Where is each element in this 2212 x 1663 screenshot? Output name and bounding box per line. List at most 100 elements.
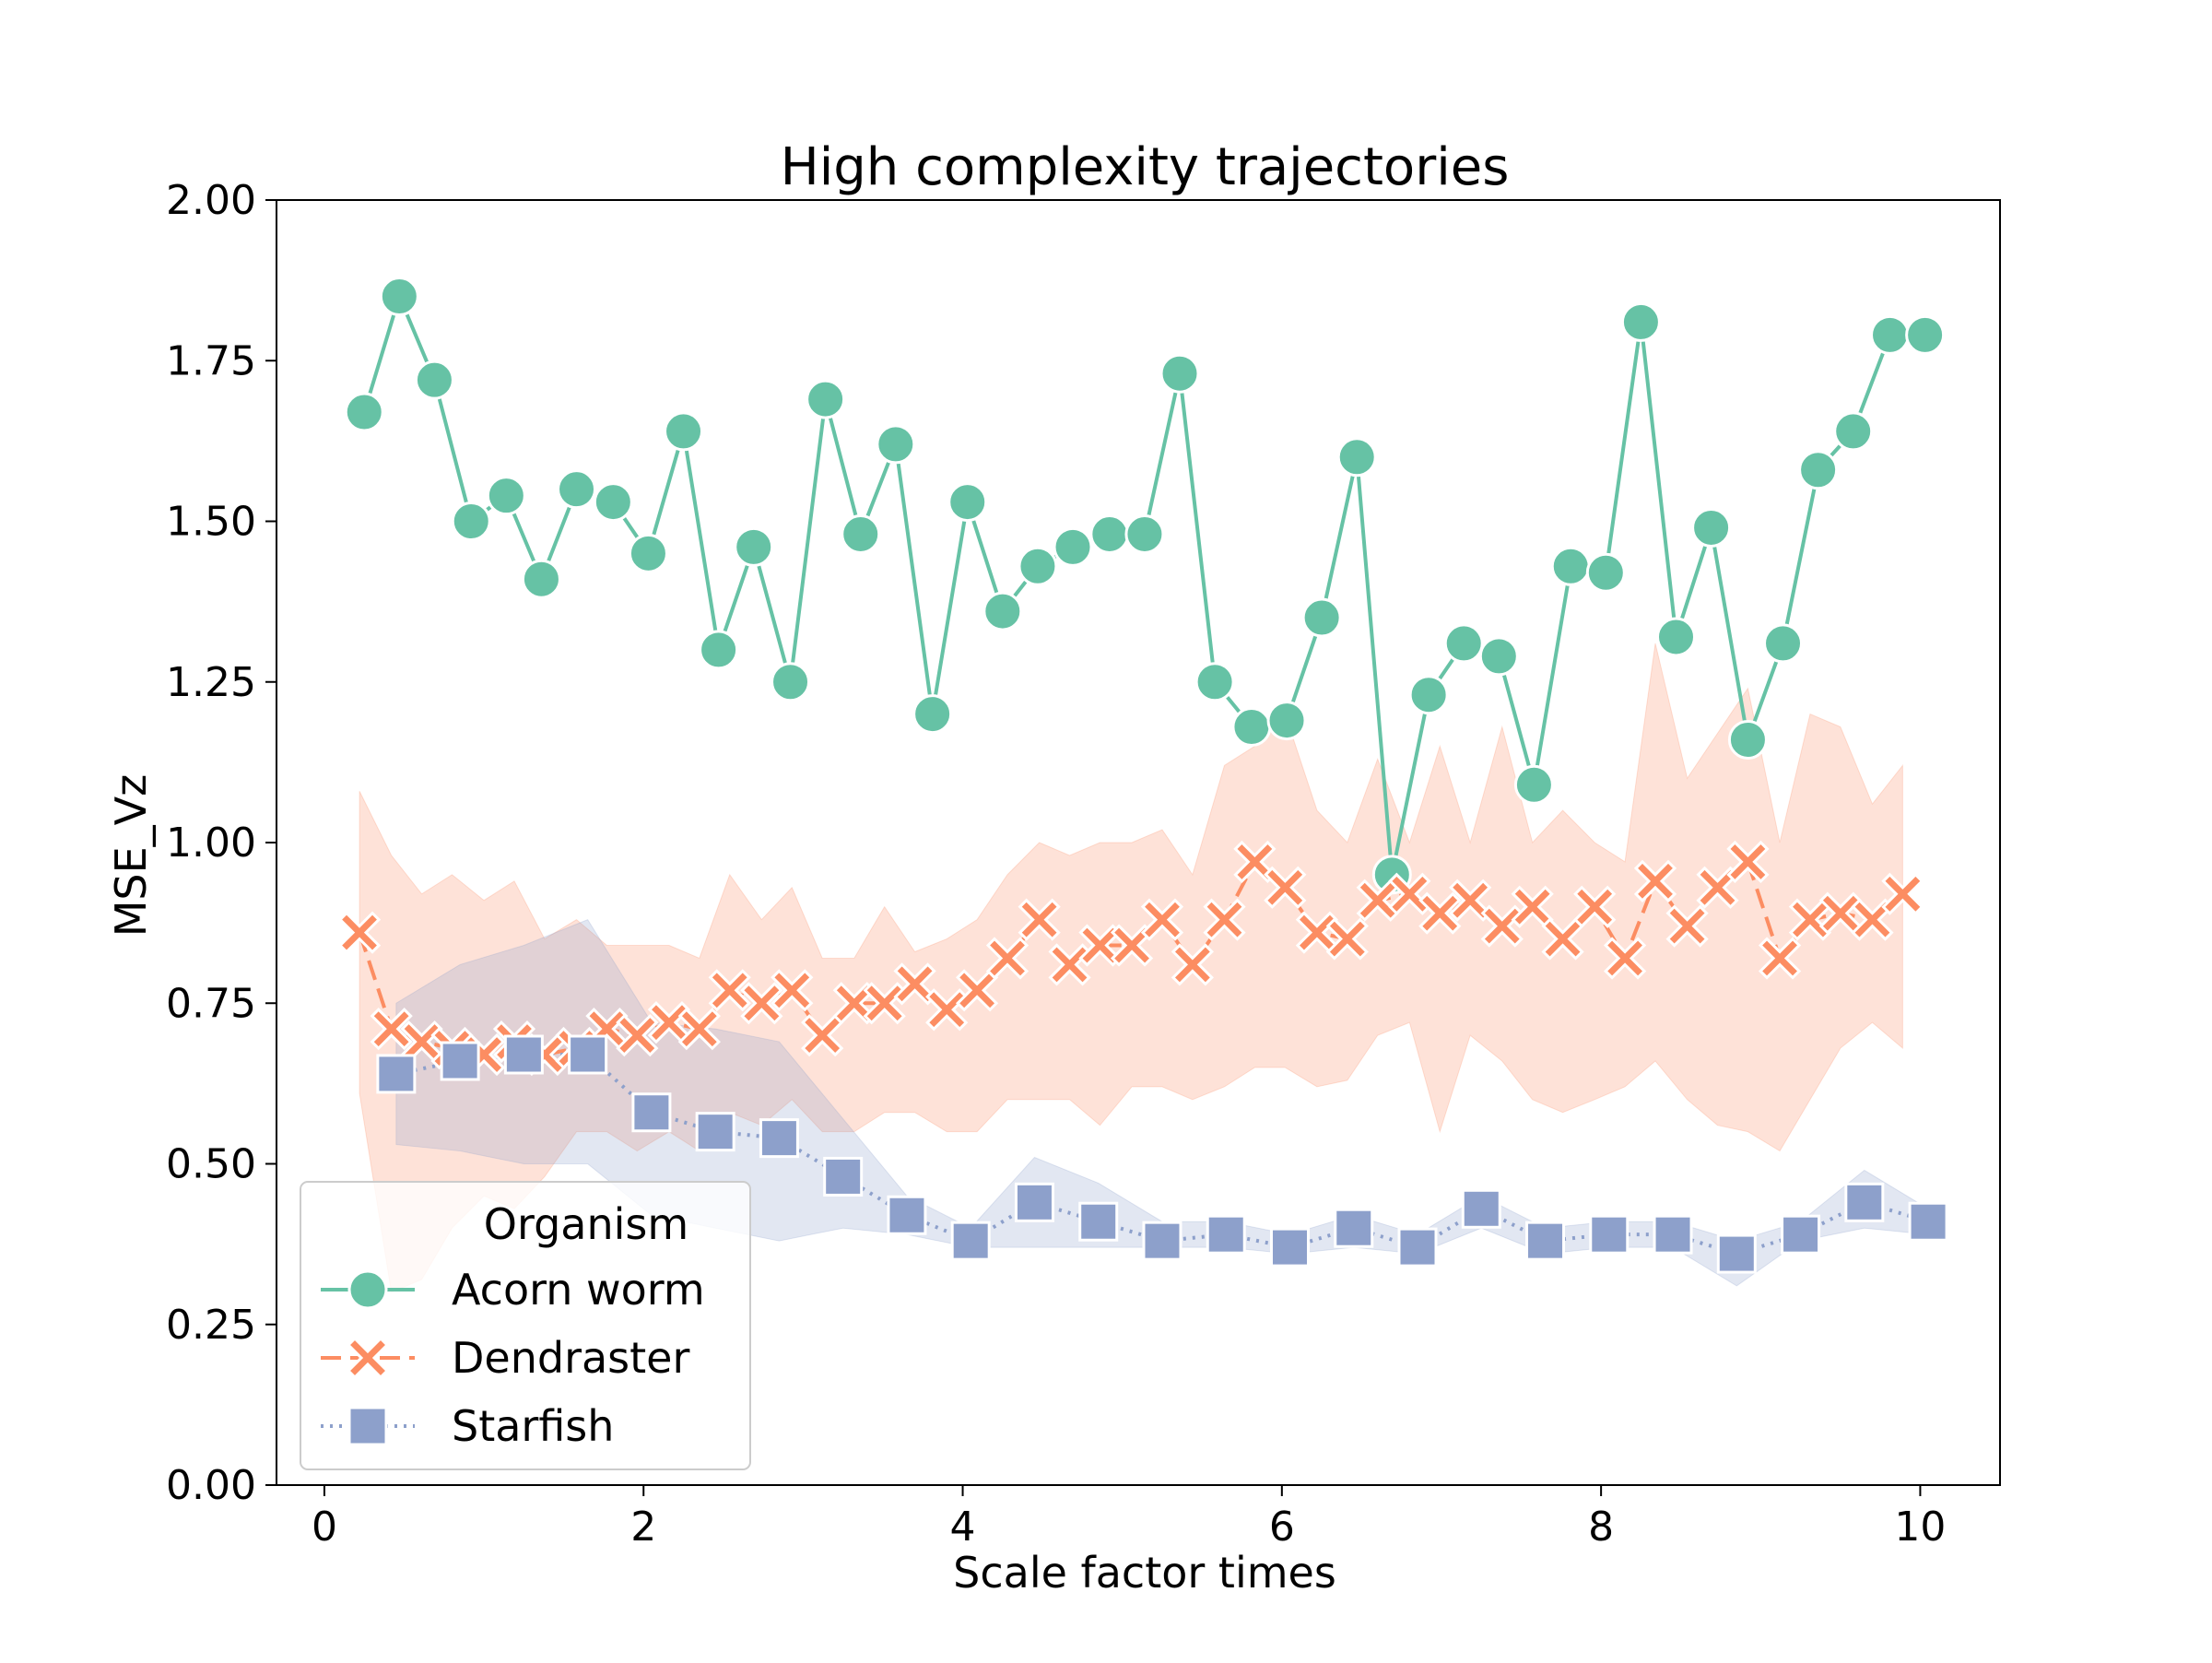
data-point-starfish xyxy=(1653,1214,1693,1255)
data-point-dendraster xyxy=(677,1008,721,1051)
data-point-acorn-worm xyxy=(1798,450,1839,490)
data-point-acorn-worm xyxy=(1763,623,1804,664)
data-point-acorn-worm xyxy=(876,424,916,465)
data-point-starfish xyxy=(1078,1201,1119,1242)
data-point-dendraster xyxy=(337,911,382,954)
data-point-dendraster xyxy=(1633,859,1677,902)
data-point-dendraster xyxy=(1758,937,1802,980)
data-point-dendraster xyxy=(893,962,936,1006)
data-point-starfish xyxy=(759,1118,799,1159)
y-tick-label: 1.50 xyxy=(166,499,256,546)
data-point-acorn-worm xyxy=(1124,513,1165,554)
x-axis-label: Scale factor times xyxy=(953,1548,1336,1598)
y-tick-label: 1.75 xyxy=(166,337,256,384)
data-point-acorn-worm xyxy=(1089,513,1130,554)
data-point-dendraster xyxy=(1418,891,1462,935)
data-point-starfish xyxy=(887,1195,927,1235)
data-point-dendraster xyxy=(370,1008,413,1051)
data-point-starfish xyxy=(1589,1214,1630,1255)
data-point-starfish xyxy=(823,1156,864,1197)
data-point-dendraster xyxy=(1325,917,1369,961)
data-point-acorn-worm xyxy=(1301,597,1342,638)
data-point-acorn-worm xyxy=(1727,719,1768,760)
data-point-acorn-worm xyxy=(1550,546,1591,586)
data-point-dendraster xyxy=(1171,943,1214,986)
series-markers xyxy=(337,277,1948,1274)
x-tick-label: 0 xyxy=(312,1504,337,1551)
legend-label-starfish: Starfish xyxy=(452,1401,614,1451)
data-point-dendraster xyxy=(1203,898,1246,941)
y-tick-label: 0.50 xyxy=(166,1141,256,1188)
data-point-dendraster xyxy=(771,969,814,1012)
data-point-starfish xyxy=(1014,1182,1054,1222)
data-point-acorn-worm xyxy=(912,694,953,735)
data-point-acorn-worm xyxy=(1905,314,1946,355)
data-point-acorn-worm xyxy=(1513,764,1554,805)
data-point-dendraster xyxy=(1233,840,1277,884)
x-tick-label: 10 xyxy=(1894,1504,1946,1551)
data-point-dendraster xyxy=(616,1013,659,1057)
y-tick-label: 0.25 xyxy=(166,1302,256,1349)
data-point-acorn-worm xyxy=(806,379,846,419)
legend-marker-starfish xyxy=(347,1406,388,1446)
data-point-acorn-worm xyxy=(1870,314,1911,355)
data-point-acorn-worm xyxy=(841,513,881,554)
y-tick-label: 1.25 xyxy=(166,659,256,706)
data-point-dendraster xyxy=(1018,898,1061,941)
legend-box xyxy=(300,1181,751,1470)
data-point-acorn-worm xyxy=(557,469,597,510)
data-point-dendraster xyxy=(1449,879,1492,922)
data-point-dendraster xyxy=(1726,840,1770,884)
legend-label-dendraster: Dendraster xyxy=(452,1333,689,1383)
legend: Organism Acorn worm Dendraster Starfish xyxy=(300,1181,751,1470)
data-point-acorn-worm xyxy=(521,559,561,599)
data-point-acorn-worm xyxy=(414,360,454,400)
data-point-acorn-worm xyxy=(1408,675,1449,715)
data-point-dendraster xyxy=(1573,885,1617,928)
data-point-acorn-worm xyxy=(628,533,668,573)
data-point-starfish xyxy=(1397,1227,1438,1268)
data-point-starfish xyxy=(1269,1227,1310,1268)
data-point-acorn-worm xyxy=(593,482,633,523)
data-point-acorn-worm xyxy=(699,630,739,670)
data-point-acorn-worm xyxy=(344,392,384,432)
y-tick-label: 0.75 xyxy=(166,980,256,1027)
x-tick-label: 8 xyxy=(1588,1504,1614,1551)
data-point-dendraster xyxy=(1388,872,1431,915)
data-point-acorn-worm xyxy=(1443,623,1484,664)
legend-label-acorn-worm: Acorn worm xyxy=(452,1265,705,1315)
data-point-starfish xyxy=(1525,1221,1566,1261)
data-point-acorn-worm xyxy=(1620,301,1661,342)
data-point-acorn-worm xyxy=(451,501,491,541)
data-point-starfish xyxy=(1908,1201,1948,1242)
data-point-starfish xyxy=(1844,1182,1885,1222)
y-tick-label: 2.00 xyxy=(166,177,256,224)
band-dendraster xyxy=(359,643,1903,1293)
data-point-acorn-worm xyxy=(1159,353,1200,394)
data-point-acorn-worm xyxy=(1585,552,1626,593)
data-point-starfish xyxy=(568,1034,608,1075)
data-point-acorn-worm xyxy=(1231,707,1272,748)
legend-title: Organism xyxy=(484,1199,688,1249)
data-point-acorn-worm xyxy=(1833,411,1874,452)
y-axis-label: MSE_Vz xyxy=(106,774,156,938)
data-point-acorn-worm xyxy=(1656,617,1697,657)
data-point-acorn-worm xyxy=(1053,526,1093,567)
data-point-starfish xyxy=(695,1112,735,1152)
data-point-acorn-worm xyxy=(1266,701,1307,741)
data-point-acorn-worm xyxy=(982,591,1023,631)
data-point-acorn-worm xyxy=(486,476,526,516)
data-point-acorn-worm xyxy=(947,482,988,523)
data-point-acorn-worm xyxy=(734,526,774,567)
data-point-dendraster xyxy=(1140,898,1184,941)
chart-title: High complexity trajectories xyxy=(781,137,1510,197)
data-point-acorn-worm xyxy=(664,411,704,452)
data-point-acorn-worm xyxy=(1478,636,1519,677)
data-point-acorn-worm xyxy=(379,277,419,317)
data-point-dendraster xyxy=(1665,904,1709,948)
data-point-acorn-worm xyxy=(1691,507,1732,548)
data-point-starfish xyxy=(631,1092,672,1133)
data-point-dendraster xyxy=(708,969,751,1012)
data-point-dendraster xyxy=(1264,866,1307,909)
legend-marker-acorn-worm xyxy=(347,1269,388,1310)
